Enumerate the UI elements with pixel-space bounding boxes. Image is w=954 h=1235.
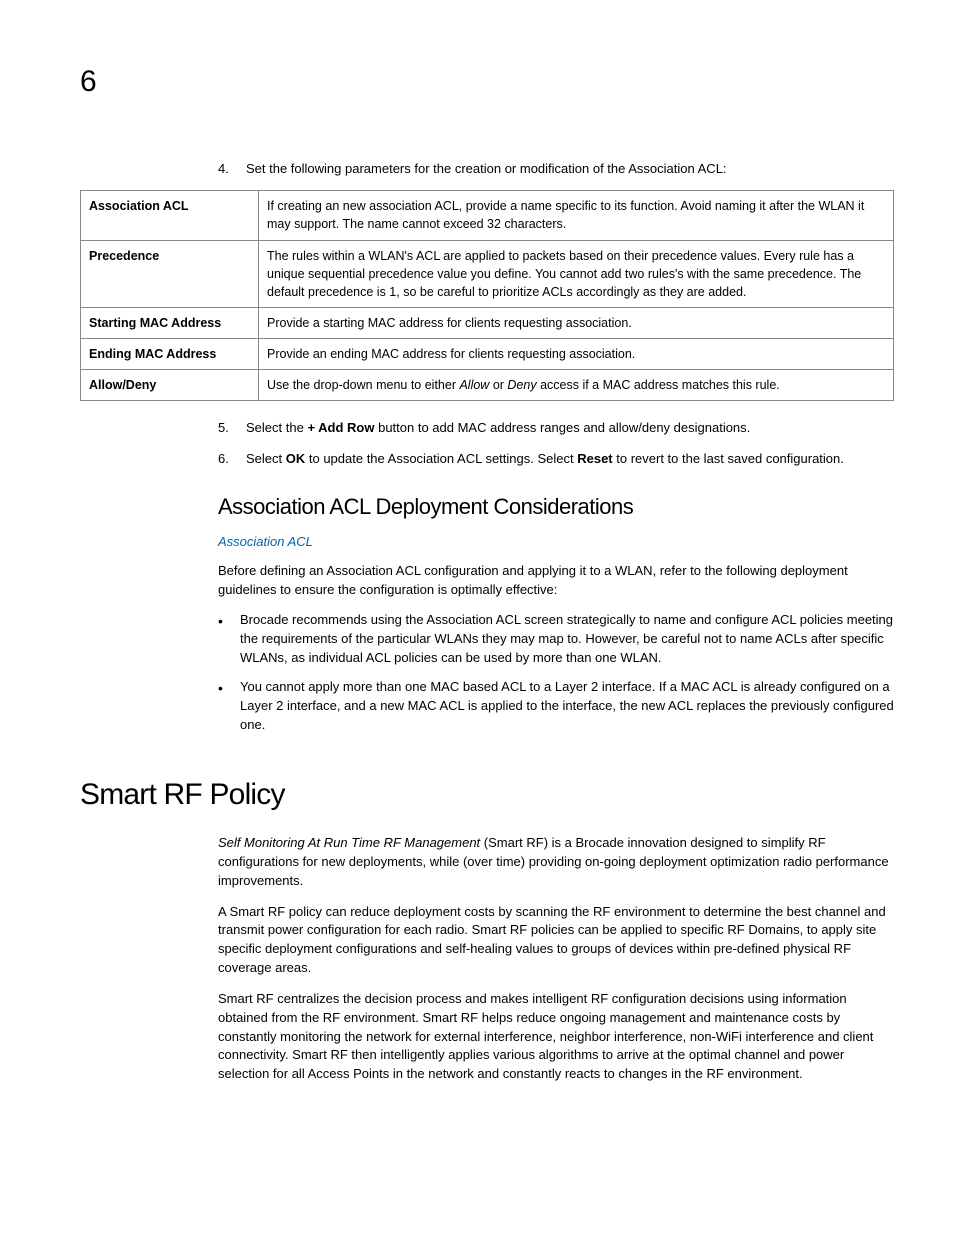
- param-label: Association ACL: [81, 191, 259, 240]
- association-acl-link[interactable]: Association ACL: [218, 533, 894, 552]
- parameter-table: Association ACLIf creating an new associ…: [80, 190, 894, 401]
- text-fragment: to update the Association ACL settings. …: [305, 451, 577, 466]
- ok-label: OK: [286, 451, 306, 466]
- step-number: 6.: [218, 450, 242, 469]
- emphasis-text: Self Monitoring At Run Time RF Managemen…: [218, 835, 480, 850]
- param-description: Use the drop-down menu to either Allow o…: [259, 370, 894, 401]
- bullet-icon: •: [218, 678, 240, 735]
- table-row: Starting MAC AddressProvide a starting M…: [81, 307, 894, 338]
- step-5: 5. Select the + Add Row button to add MA…: [218, 419, 894, 438]
- step-number: 4.: [218, 160, 242, 179]
- step-4: 4. Set the following parameters for the …: [218, 160, 894, 179]
- table-row: Ending MAC AddressProvide an ending MAC …: [81, 339, 894, 370]
- step-text: Select the + Add Row button to add MAC a…: [246, 419, 750, 438]
- text-fragment: Allow: [459, 378, 489, 392]
- bullet-list: •Brocade recommends using the Associatio…: [218, 611, 894, 734]
- param-description: If creating an new association ACL, prov…: [259, 191, 894, 240]
- param-description: The rules within a WLAN's ACL are applie…: [259, 240, 894, 307]
- text-fragment: Deny: [507, 378, 536, 392]
- table-row: PrecedenceThe rules within a WLAN's ACL …: [81, 240, 894, 307]
- table-row: Association ACLIf creating an new associ…: [81, 191, 894, 240]
- section-heading: Smart RF Policy: [80, 773, 894, 817]
- param-label: Allow/Deny: [81, 370, 259, 401]
- bullet-text: You cannot apply more than one MAC based…: [240, 678, 894, 735]
- bullet-icon: •: [218, 611, 240, 668]
- param-label: Precedence: [81, 240, 259, 307]
- chapter-number: 6: [80, 60, 894, 104]
- body-paragraph: Self Monitoring At Run Time RF Managemen…: [218, 834, 894, 891]
- step-6: 6. Select OK to update the Association A…: [218, 450, 894, 469]
- text-fragment: Use the drop-down menu to either: [267, 378, 459, 392]
- bullet-text: Brocade recommends using the Association…: [240, 611, 894, 668]
- step-text: Set the following parameters for the cre…: [246, 160, 727, 179]
- step-number: 5.: [218, 419, 242, 438]
- add-row-label: + Add Row: [307, 420, 374, 435]
- param-description: Provide an ending MAC address for client…: [259, 339, 894, 370]
- text-fragment: or: [489, 378, 507, 392]
- text-fragment: Select: [246, 451, 286, 466]
- table-row: Allow/DenyUse the drop-down menu to eith…: [81, 370, 894, 401]
- intro-paragraph: Before defining an Association ACL confi…: [218, 562, 894, 600]
- list-item: •You cannot apply more than one MAC base…: [218, 678, 894, 735]
- text-fragment: access if a MAC address matches this rul…: [537, 378, 780, 392]
- param-label: Ending MAC Address: [81, 339, 259, 370]
- list-item: •Brocade recommends using the Associatio…: [218, 611, 894, 668]
- param-label: Starting MAC Address: [81, 307, 259, 338]
- text-fragment: button to add MAC address ranges and all…: [374, 420, 750, 435]
- step-text: Select OK to update the Association ACL …: [246, 450, 844, 469]
- text-fragment: Select the: [246, 420, 307, 435]
- body-paragraph: A Smart RF policy can reduce deployment …: [218, 903, 894, 978]
- reset-label: Reset: [577, 451, 612, 466]
- subsection-heading: Association ACL Deployment Consideration…: [218, 491, 894, 523]
- body-paragraph: Smart RF centralizes the decision proces…: [218, 990, 894, 1084]
- param-description: Provide a starting MAC address for clien…: [259, 307, 894, 338]
- text-fragment: to revert to the last saved configuratio…: [613, 451, 844, 466]
